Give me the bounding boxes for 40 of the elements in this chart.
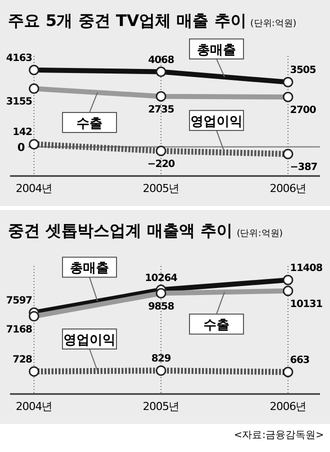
ref-line-label: 0 (17, 140, 26, 154)
series-label: 총매출 (70, 261, 109, 276)
data-label: 7168 (6, 324, 33, 336)
data-label: 142 (12, 127, 33, 138)
data-label: −220 (147, 158, 176, 170)
data-label: 4068 (148, 54, 174, 66)
data-label: 728 (12, 354, 33, 366)
chart-title: 중견 셋톱박스업계 매출액 추이 (8, 221, 233, 240)
series-label: 영업이익 (64, 333, 116, 348)
x-tick-label: 2006년 (270, 400, 306, 413)
data-label: 829 (151, 354, 172, 365)
x-tick-label: 2005년 (142, 400, 180, 413)
chart-subtitle: (단위:억원) (236, 229, 283, 239)
text: <자료:금융감독원> (234, 430, 324, 441)
x-tick-label: 2006년 (270, 182, 306, 195)
point (282, 76, 294, 88)
data-label: 11408 (290, 263, 323, 274)
data-label: −387 (290, 162, 318, 173)
series-label: 총매출 (197, 42, 236, 58)
point (28, 64, 40, 76)
data-label: 10264 (144, 272, 178, 284)
point (156, 66, 166, 78)
data-label: 10131 (290, 298, 323, 310)
x-tick-label: 2004년 (16, 182, 52, 195)
data-label: 2735 (148, 104, 174, 116)
x-tick-label: 2004년 (16, 400, 52, 413)
point (282, 274, 294, 286)
series-label: 영업이익 (190, 114, 242, 130)
data-label: 9858 (148, 301, 174, 312)
data-label: 3155 (6, 96, 33, 108)
chart-title: 주요 5개 중견 TV업체 매출 추이 (8, 11, 246, 30)
series-label: 수출 (204, 318, 230, 334)
data-label: 3505 (290, 65, 316, 76)
data-label: 663 (290, 355, 310, 366)
chart-subtitle: (단위:억원) (250, 19, 296, 29)
data-label: 4163 (6, 53, 33, 64)
x-tick-label: 2005년 (142, 182, 180, 195)
data-label: 7597 (6, 296, 33, 307)
data-label: 2700 (290, 105, 316, 116)
series-label: 수출 (76, 116, 102, 132)
